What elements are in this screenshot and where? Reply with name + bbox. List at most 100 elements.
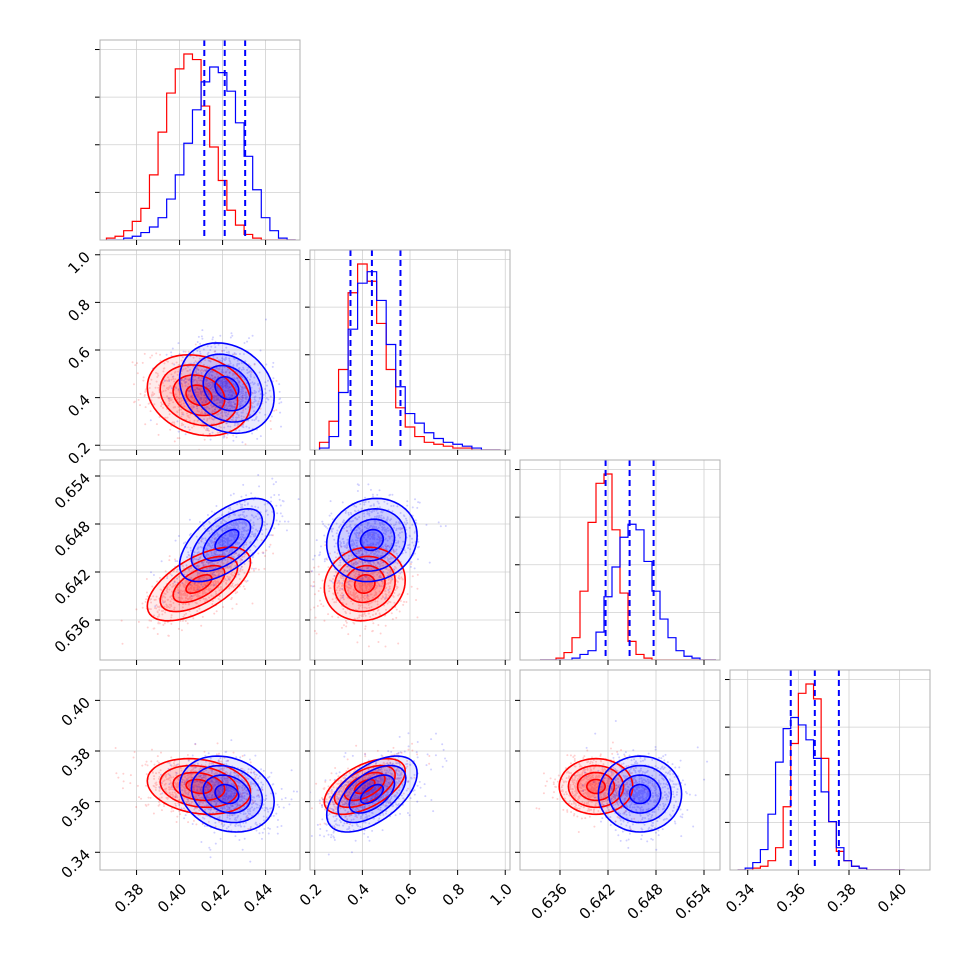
scatter-point — [179, 596, 182, 599]
scatter-point — [164, 600, 167, 603]
scatter-point — [391, 618, 394, 621]
scatter-point — [182, 379, 185, 382]
y-tick-label: 0.654 — [51, 469, 94, 512]
scatter-point — [208, 432, 211, 435]
scatter-point — [339, 523, 342, 526]
scatter-point — [220, 568, 223, 571]
scatter-point — [269, 500, 272, 503]
scatter-point — [341, 587, 344, 590]
scatter-point — [222, 542, 225, 545]
scatter-point — [177, 405, 180, 408]
scatter-point — [339, 564, 342, 567]
scatter-point — [239, 536, 242, 539]
scatter-point — [381, 596, 384, 599]
scatter-point — [221, 540, 224, 543]
scatter-point — [195, 558, 198, 561]
scatter-point — [340, 585, 343, 588]
scatter-point — [394, 589, 397, 592]
scatter-point — [263, 567, 266, 570]
scatter-point — [192, 586, 195, 589]
scatter-point — [195, 535, 198, 538]
scatter-point — [240, 386, 243, 389]
scatter-point — [400, 576, 403, 579]
scatter-point — [228, 401, 231, 404]
scatter-point — [241, 404, 244, 407]
scatter-point — [219, 554, 222, 557]
scatter-point — [345, 621, 348, 624]
scatter-point — [184, 381, 187, 384]
scatter-point — [195, 370, 198, 373]
scatter-point — [260, 539, 263, 542]
scatter-point — [236, 591, 239, 594]
scatter-point — [223, 411, 226, 414]
scatter-point — [178, 603, 181, 606]
scatter-point — [358, 604, 361, 607]
scatter-point — [206, 382, 209, 385]
scatter-point — [158, 384, 161, 387]
scatter-point — [335, 571, 338, 574]
scatter-point — [162, 609, 165, 612]
scatter-point — [177, 387, 180, 390]
scatter-point — [224, 356, 227, 359]
scatter-point — [410, 562, 413, 565]
scatter-point — [362, 541, 365, 544]
scatter-point — [210, 572, 213, 575]
scatter-point — [183, 586, 186, 589]
scatter-point — [214, 536, 217, 539]
scatter-point — [234, 583, 237, 586]
scatter-point — [264, 381, 267, 384]
scatter-point — [179, 592, 182, 595]
scatter-point — [259, 517, 262, 520]
histogram-red-2 — [540, 473, 716, 660]
scatter-point — [398, 574, 401, 577]
scatter-point — [210, 546, 213, 549]
scatter-point — [222, 539, 225, 542]
scatter-point — [281, 499, 284, 502]
scatter-point — [117, 776, 120, 779]
scatter-point — [174, 378, 177, 381]
scatter-point — [164, 570, 167, 573]
scatter-point — [133, 750, 136, 753]
scatter-point — [216, 742, 219, 745]
scatter-point — [186, 597, 189, 600]
scatter-point — [225, 422, 228, 425]
scatter-point — [217, 533, 220, 536]
scatter-point — [251, 432, 254, 435]
panel-frame — [99, 459, 301, 661]
scatter-point — [341, 596, 344, 599]
scatter-point — [213, 584, 216, 587]
scatter-point — [187, 551, 190, 554]
scatter-point — [230, 598, 233, 601]
scatter-point — [132, 756, 135, 759]
scatter-point — [216, 580, 219, 583]
scatter-point — [315, 632, 318, 635]
scatter-point — [224, 384, 227, 387]
scatter-point — [216, 535, 219, 538]
scatter-point — [199, 390, 202, 393]
scatter-point — [227, 393, 230, 396]
scatter-point — [389, 571, 392, 574]
scatter-point — [214, 346, 217, 349]
scatter-point — [249, 540, 252, 543]
scatter-point — [360, 560, 363, 563]
scatter-point — [195, 564, 198, 567]
scatter-point — [156, 611, 159, 614]
scatter-point — [214, 574, 217, 577]
scatter-point — [232, 527, 235, 530]
scatter-point — [368, 577, 371, 580]
scatter-point — [330, 512, 333, 515]
scatter-point — [156, 605, 159, 608]
scatter-point — [168, 397, 171, 400]
scatter-point — [222, 552, 225, 555]
scatter-point — [230, 596, 233, 599]
scatter-point — [152, 627, 155, 630]
scatter-point — [203, 406, 206, 409]
scatter-point — [349, 584, 352, 587]
scatter-point — [234, 370, 237, 373]
scatter-point — [169, 397, 172, 400]
scatter-point — [204, 359, 207, 362]
scatter-point — [145, 598, 148, 601]
scatter-point — [357, 607, 360, 610]
scatter-point — [350, 553, 353, 556]
scatter-point — [387, 569, 390, 572]
